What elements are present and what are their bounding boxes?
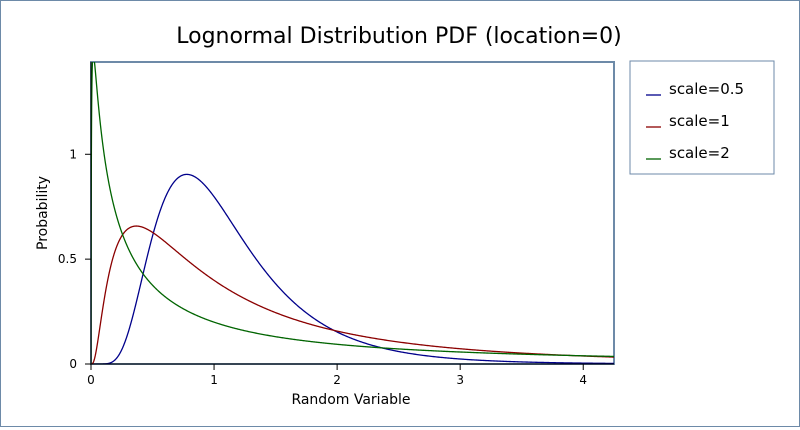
axes: 0 1 2 3 4 0 0.5 1 (58, 62, 614, 387)
x-tick-label-2: 2 (333, 373, 341, 387)
x-tick-label-0: 0 (87, 373, 95, 387)
series-line-1 (91, 173, 614, 364)
legend-box (629, 60, 775, 175)
y-axis-label: Probability (35, 176, 51, 250)
plot-area (90, 61, 615, 365)
x-axis-label: Random Variable (291, 392, 410, 408)
legend-label-2: scale=1 (669, 112, 730, 130)
legend-label-3: scale=2 (669, 144, 730, 162)
y-tick-label-2: 1 (69, 147, 77, 161)
y-tick-label-1: 0.5 (58, 252, 77, 266)
x-tick-label-1: 1 (210, 373, 218, 387)
legend: scale=0.5 scale=1 scale=2 (629, 60, 775, 175)
series-line-3 (91, 62, 614, 364)
chart-title: Lognormal Distribution PDF (location=0) (176, 24, 621, 49)
series-line-2 (91, 225, 614, 364)
legend-label-1: scale=0.5 (669, 80, 744, 98)
plot-frame (90, 61, 615, 365)
x-tick-label-3: 3 (456, 373, 464, 387)
x-tick-label-4: 4 (579, 373, 587, 387)
y-tick-label-0: 0 (69, 357, 77, 371)
